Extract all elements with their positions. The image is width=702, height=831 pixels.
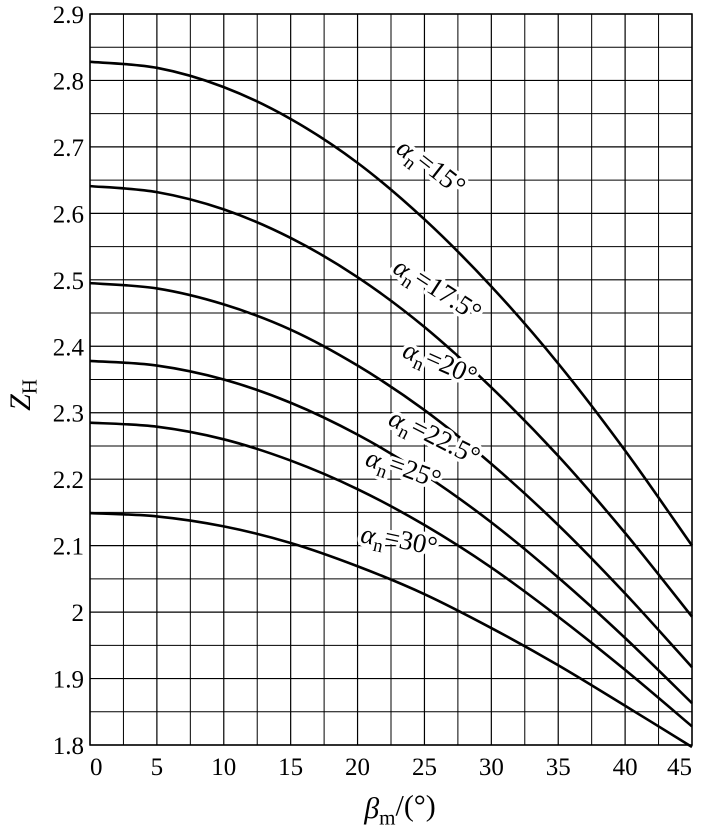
x-tick-label: 30 bbox=[479, 754, 504, 781]
curve bbox=[89, 421, 693, 728]
y-tick-label: 2.8 bbox=[53, 68, 84, 95]
curve bbox=[89, 60, 694, 547]
x-tick-label: 15 bbox=[278, 754, 303, 781]
x-tick-label: 0 bbox=[90, 754, 103, 781]
x-tick-label: 40 bbox=[613, 754, 638, 781]
y-tick-label: 2.9 bbox=[53, 2, 84, 29]
y-tick-label: 2.2 bbox=[53, 467, 84, 494]
y-axis-label: ZH bbox=[4, 379, 41, 411]
curve-label: αn=20° bbox=[397, 332, 482, 397]
curve bbox=[89, 281, 693, 669]
curve-label: αn=30° bbox=[357, 516, 440, 568]
x-tick-label: 45 bbox=[667, 754, 692, 781]
x-tick-label: 10 bbox=[211, 754, 236, 781]
x-tick-label: 35 bbox=[546, 754, 571, 781]
curve bbox=[89, 184, 694, 618]
y-tick-label: 2.3 bbox=[53, 401, 84, 428]
x-axis-label: βm/(°) bbox=[363, 789, 436, 829]
curve bbox=[89, 359, 693, 705]
y-tick-label: 2.6 bbox=[53, 201, 84, 228]
y-tick-label: 2.5 bbox=[53, 268, 84, 295]
curve-label: αn=17.5° bbox=[386, 249, 487, 333]
y-tick-label: 2.4 bbox=[53, 334, 85, 361]
y-tick-label: 2.7 bbox=[53, 135, 84, 162]
y-tick-label: 2 bbox=[72, 600, 85, 627]
plot-frame bbox=[89, 13, 693, 746]
x-tick-label: 20 bbox=[345, 754, 370, 781]
x-tick-label: 25 bbox=[412, 754, 437, 781]
curve bbox=[89, 511, 693, 749]
y-tick-label: 1.8 bbox=[53, 733, 84, 760]
y-tick-label: 2.1 bbox=[53, 534, 84, 561]
x-tick-label: 5 bbox=[151, 754, 164, 781]
curve-label: αn=15° bbox=[388, 131, 471, 207]
y-tick-label: 1.9 bbox=[53, 667, 84, 694]
